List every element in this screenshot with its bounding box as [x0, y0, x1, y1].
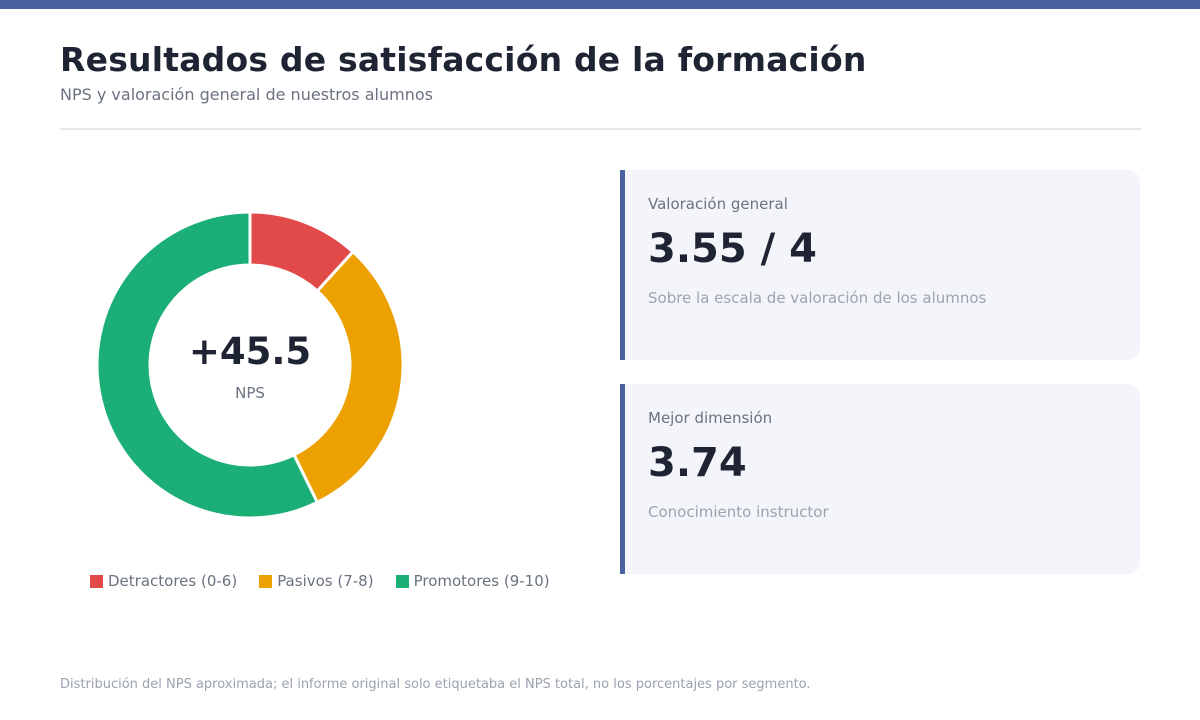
footnote: Distribución del NPS aproximada; el info…: [60, 677, 811, 692]
legend-swatch-detractores: [90, 574, 103, 588]
top-accent-bar: [0, 0, 1200, 9]
chart-legend: Detractores (0-6) Pasivos (7-8) Promotor…: [90, 572, 550, 590]
overall-rating-label: Valoración general: [648, 195, 788, 213]
header-divider: [60, 128, 1141, 130]
nps-donut-chart: +45.5 NPS: [95, 210, 405, 520]
legend-swatch-pasivos: [259, 574, 273, 588]
nps-label: NPS: [235, 384, 265, 402]
best-dimension-value: 3.74: [648, 440, 747, 486]
overall-rating-value: 3.55 / 4: [648, 226, 817, 272]
legend-label-promotores: Promotores (9-10): [413, 572, 550, 590]
page-title: Resultados de satisfacción de la formaci…: [60, 40, 867, 79]
donut-svg: [95, 210, 405, 520]
overall-rating-card: Valoración general 3.55 / 4 Sobre la esc…: [620, 170, 1140, 360]
overall-rating-description: Sobre la escala de valoración de los alu…: [648, 289, 987, 307]
best-dimension-description: Conocimiento instructor: [648, 503, 829, 521]
legend-label-detractores: Detractores (0-6): [108, 572, 238, 590]
legend-item-pasivos: Pasivos (7-8): [259, 572, 374, 590]
legend-label-pasivos: Pasivos (7-8): [277, 572, 374, 590]
donut-slice-pasivos: [292, 250, 405, 504]
legend-item-detractores: Detractores (0-6): [90, 572, 237, 590]
legend-item-promotores: Promotores (9-10): [395, 572, 550, 590]
legend-swatch-promotores: [395, 574, 409, 588]
best-dimension-card: Mejor dimensión 3.74 Conocimiento instru…: [620, 384, 1140, 574]
page-subtitle: NPS y valoración general de nuestros alu…: [60, 85, 433, 104]
best-dimension-label: Mejor dimensión: [648, 409, 773, 427]
nps-value: +45.5: [188, 330, 312, 373]
donut-slice-promotores: [95, 210, 319, 520]
